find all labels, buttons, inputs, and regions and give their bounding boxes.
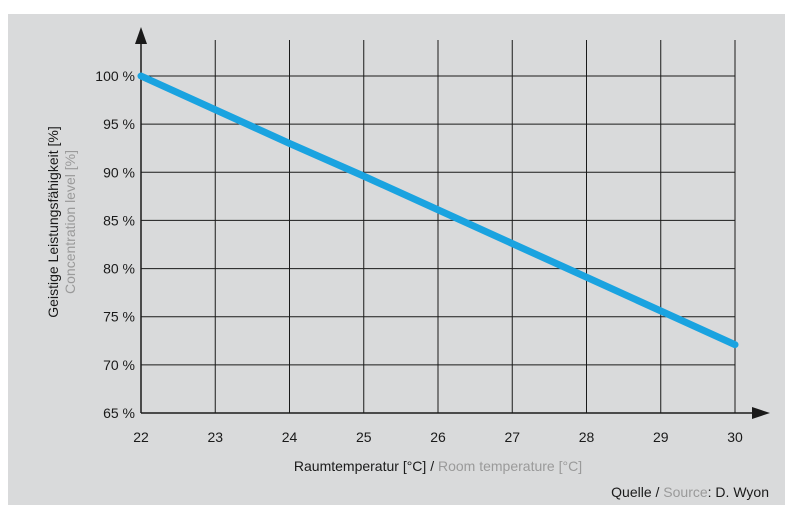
y-tick-label: 85 %	[103, 212, 135, 228]
chart-panel	[8, 14, 785, 505]
y-tick-label: 70 %	[103, 357, 135, 373]
y-tick-label: 75 %	[103, 309, 135, 325]
x-tick-label: 29	[653, 429, 669, 445]
source-note: Quelle / Source: D. Wyon	[611, 484, 769, 500]
x-tick-label: 25	[356, 429, 372, 445]
x-tick-label: 23	[207, 429, 223, 445]
y-axis-arrow-icon	[135, 27, 147, 44]
axes	[135, 27, 770, 419]
y-tick-label: 65 %	[103, 405, 135, 421]
x-tick-label: 22	[133, 429, 149, 445]
x-tick-label: 28	[579, 429, 595, 445]
y-axis-title-secondary: Concentration level [%]	[62, 150, 78, 294]
x-axis-title: Raumtemperatur [°C] / Room temperature […	[294, 458, 582, 474]
x-tick-label: 24	[282, 429, 298, 445]
y-axis-title-primary: Geistige Leistungsfähigkeit [%]	[45, 126, 61, 317]
x-tick-label: 27	[504, 429, 520, 445]
series	[137, 72, 739, 349]
x-tick-label: 26	[430, 429, 446, 445]
grid	[141, 40, 736, 413]
x-tick-label: 30	[727, 429, 743, 445]
tick-labels: 22 23 24 25 26 27 28 29 30 65 % 70 % 75 % 80 % 85 % 90…	[95, 68, 743, 445]
x-axis-arrow-icon	[752, 407, 770, 419]
y-tick-label: 80 %	[103, 261, 135, 277]
y-tick-label: 90 %	[103, 164, 135, 180]
y-tick-label: 95 %	[103, 116, 135, 132]
y-tick-label: 100 %	[95, 68, 135, 84]
